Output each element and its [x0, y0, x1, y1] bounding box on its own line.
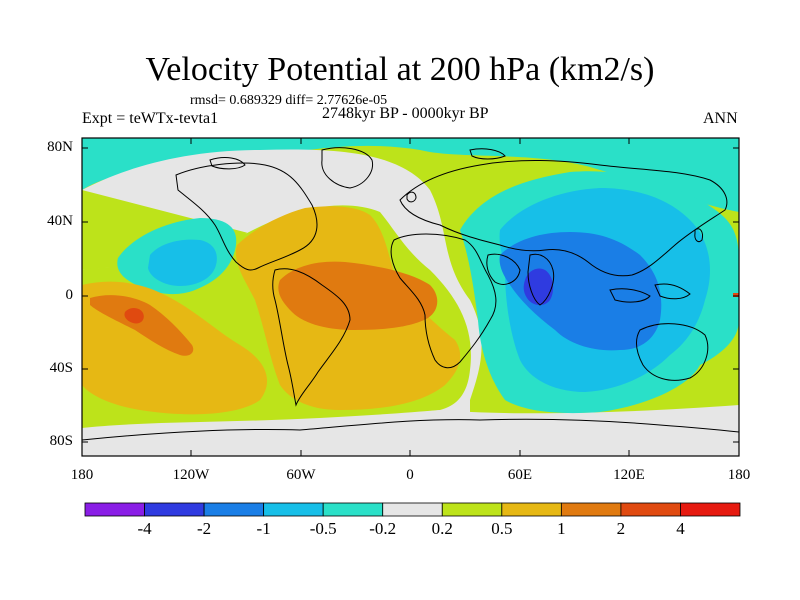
x-tick-label: 180 — [70, 467, 94, 483]
x-tick-label: 60W — [286, 467, 316, 483]
colorbar-label: 0.2 — [431, 519, 453, 538]
colorbar-box — [501, 502, 562, 517]
colorbar-box — [144, 502, 205, 517]
colorbar-label: 1 — [557, 519, 566, 538]
field-east-dark-blue — [523, 268, 554, 306]
colorbar-label: 4 — [676, 519, 685, 538]
axis-ticks — [82, 138, 739, 456]
colorbar-box — [263, 502, 324, 517]
page-title: Velocity Potential at 200 hPa (km2/s) — [145, 51, 655, 88]
coastlines — [82, 147, 739, 441]
map-field — [82, 138, 739, 456]
colorbar-box — [322, 502, 384, 517]
y-tick-label: 40N — [47, 213, 73, 229]
colorbar-box — [680, 502, 741, 517]
field-pacific-red — [124, 307, 144, 324]
x-tick-label: 120W — [172, 467, 210, 483]
field-atlantic-orange — [278, 261, 438, 330]
experiment-label: Expt = teWTx-tevta1 — [82, 110, 219, 127]
y-tick-label: 80S — [49, 433, 73, 449]
field-pacific-light-blue — [148, 239, 217, 286]
field-pacific-orange — [90, 295, 194, 356]
colorbar-box — [560, 502, 622, 517]
colorbar-label: -0.5 — [309, 519, 337, 538]
season-label: ANN — [703, 110, 738, 127]
colorbar-box — [84, 502, 145, 517]
x-tick-label: 60E — [507, 467, 533, 483]
field-southeast-neutral — [82, 405, 739, 456]
colorbar-label: 2 — [616, 519, 626, 538]
y-tick-label: 80N — [47, 139, 73, 155]
colorbar-label: -4 — [137, 519, 152, 538]
y-tick-label: 40S — [49, 360, 73, 376]
field-dateline-red — [733, 293, 739, 297]
period-label: 2748kyr BP - 0000kyr BP — [322, 105, 489, 122]
colorbar-box — [620, 502, 681, 517]
colorbar-label: -0.2 — [369, 519, 397, 538]
colorbar-box — [441, 502, 503, 517]
colorbar-box — [382, 502, 443, 517]
stats-line: rmsd= 0.689329 diff= 2.77626e-05 — [190, 93, 388, 108]
x-tick-label: 120E — [613, 467, 645, 483]
colorbar — [84, 502, 741, 517]
y-tick-label: 0 — [65, 287, 74, 303]
colorbar-label: -1 — [256, 519, 271, 538]
x-tick-label: 180 — [727, 467, 751, 483]
x-tick-label: 0 — [406, 467, 414, 483]
colorbar-label: 0.5 — [491, 519, 513, 538]
colorbar-box — [203, 502, 265, 517]
field-east-mid-blue — [499, 232, 662, 351]
colorbar-label: -2 — [196, 519, 212, 538]
